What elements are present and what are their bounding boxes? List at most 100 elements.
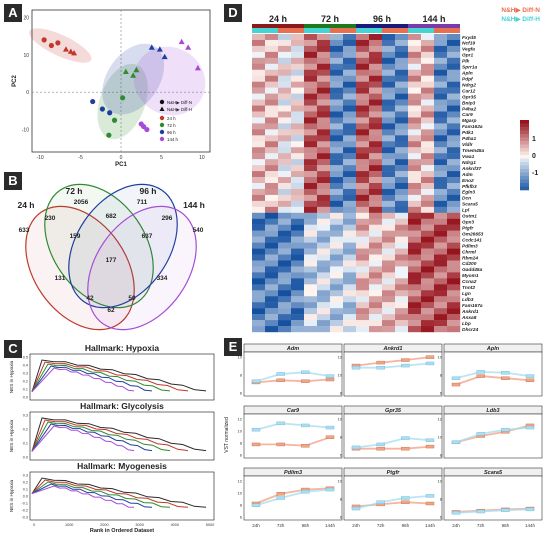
heatmap-cell — [356, 183, 370, 190]
heatmap-gene-label: Ndrg2 — [462, 82, 476, 88]
heatmap-cell — [382, 45, 396, 53]
heatmap-cell — [382, 81, 396, 88]
heatmap-cell — [395, 254, 409, 261]
heatmap-treatment-bar — [265, 28, 278, 33]
dotplot-box — [525, 378, 535, 383]
dotplot-gene-title: Ptgfr — [387, 470, 401, 476]
heatmap-cell — [291, 147, 305, 154]
heatmap-cell — [434, 93, 448, 100]
gsea-enrichment-curve — [31, 477, 207, 508]
heatmap-cell — [382, 129, 396, 136]
heatmap-cell — [434, 159, 448, 166]
heatmap-cell — [330, 242, 344, 249]
heatmap-scale-swatch — [520, 123, 529, 128]
pca-legend-marker — [159, 99, 165, 105]
gsea-x-tick: 3000 — [135, 523, 143, 527]
heatmap-cell — [395, 266, 409, 273]
heatmap-cell — [447, 218, 461, 225]
gsea-y-tick: 0.0 — [23, 495, 28, 499]
heatmap-cell — [252, 81, 266, 88]
heatmap-cell — [434, 188, 448, 196]
heatmap-cell — [356, 165, 370, 172]
dotplot-box — [325, 435, 335, 439]
heatmap-cell — [304, 308, 318, 315]
heatmap-cell — [265, 308, 279, 315]
gsea-x-tick: 0 — [33, 523, 35, 527]
heatmap-cell — [343, 296, 357, 303]
heatmap-cell — [291, 224, 305, 231]
gsea-y-label: NES in Hypoxia — [9, 419, 14, 452]
heatmap-cell — [356, 147, 370, 154]
heatmap-cell — [434, 230, 448, 237]
heatmap-cell — [395, 284, 409, 291]
pca-point — [67, 48, 74, 54]
heatmap-cell — [447, 278, 461, 285]
heatmap-cell — [356, 99, 370, 106]
heatmap-cell — [447, 242, 461, 249]
heatmap-cell — [252, 129, 266, 136]
dotplot-box — [351, 506, 361, 511]
heatmap-cell — [421, 153, 435, 160]
heatmap-cell — [447, 194, 461, 202]
heatmap-cell — [252, 183, 266, 190]
heatmap-cell — [343, 63, 357, 70]
heatmap-cell — [382, 302, 396, 309]
heatmap-cell — [395, 260, 409, 267]
heatmap-cell — [252, 177, 266, 184]
heatmap-cell — [317, 230, 331, 237]
dotplot-gene-title: Adm — [286, 346, 299, 352]
dotplot-y-label: VST normalized — [224, 417, 230, 453]
venn-count: 2056 — [74, 199, 89, 206]
dotplot-box — [276, 496, 285, 500]
heatmap-treatment-bar — [434, 28, 447, 33]
heatmap-cell — [252, 212, 266, 219]
heatmap-cell — [304, 123, 318, 130]
heatmap-cell — [447, 147, 461, 154]
heatmap-treatment-bar — [395, 28, 408, 33]
heatmap-cell — [356, 57, 370, 64]
gsea-enrichment-curve — [31, 361, 189, 392]
heatmap-cell — [408, 111, 422, 118]
heatmap-treatment-bar — [421, 28, 434, 33]
heatmap-cell — [265, 51, 279, 59]
dotplot-box — [425, 361, 435, 366]
heatmap-cell — [265, 290, 279, 297]
heatmap-cell — [252, 266, 266, 273]
dotplot-box — [401, 358, 410, 362]
heatmap-cell — [369, 302, 383, 309]
pca-y-tick: -10 — [22, 128, 29, 134]
heatmap-cell — [356, 272, 370, 279]
heatmap-cell — [434, 206, 448, 213]
heatmap-cell — [382, 34, 396, 41]
heatmap-cell — [278, 242, 292, 249]
heatmap-cell — [343, 200, 357, 208]
heatmap-cell — [447, 212, 461, 219]
heatmap-cell — [395, 272, 409, 279]
heatmap-cell — [265, 117, 279, 124]
heatmap-cell — [434, 212, 448, 219]
heatmap-cell — [434, 69, 448, 76]
heatmap-cell — [304, 34, 318, 41]
dotplot-trend-line — [255, 422, 331, 431]
expression-heatmap: 24 h 72 h 96 h 144 h N&H▶ Diff-N N&H▶ Diff-H F… — [252, 7, 540, 333]
heatmap-cell — [447, 51, 461, 59]
heatmap-cell — [252, 93, 266, 100]
dotplot-box — [301, 489, 310, 494]
heatmap-cell — [369, 105, 383, 112]
heatmap-cell — [369, 34, 383, 41]
heatmap-cell — [252, 308, 266, 315]
heatmap-cell — [408, 153, 422, 160]
pca-x-tick: 10 — [199, 155, 205, 161]
heatmap-cell — [304, 111, 318, 118]
heatmap-cell — [265, 177, 279, 184]
heatmap-cell — [356, 278, 370, 285]
heatmap-cell — [421, 111, 435, 118]
heatmap-cell — [265, 242, 279, 249]
heatmap-cell — [317, 165, 331, 172]
heatmap-gene-label: Gpr1 — [462, 53, 474, 59]
heatmap-cell — [395, 236, 409, 243]
heatmap-cell — [369, 224, 383, 231]
heatmap-cell — [421, 242, 435, 249]
venn-count: 177 — [106, 257, 117, 264]
heatmap-cell — [447, 153, 461, 160]
